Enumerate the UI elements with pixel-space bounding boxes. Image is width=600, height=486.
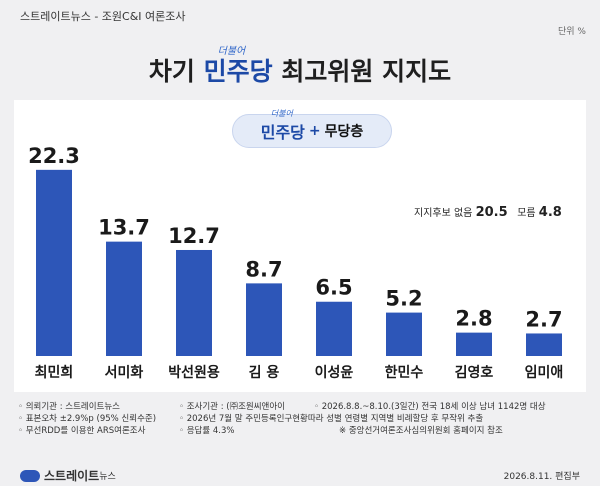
bar-6: [386, 312, 422, 356]
category-label: 한민수: [385, 364, 424, 381]
dont-know-value: 4.8: [538, 205, 562, 220]
bar-8: [526, 333, 562, 356]
footer-method: ◦ 무선RDD를 이용한 ARS여론조사: [18, 426, 146, 436]
logo-main-text: 스트레이트: [44, 469, 100, 483]
footer-reference: ※ 중앙선거여론조사심의위원회 홈페이지 참조: [339, 426, 503, 436]
title-prefix: 차기: [148, 57, 204, 86]
footer-weighting: ◦ 2026년 7월 말 주민등록인구현황따라 성별 연령별 지역별 비례할당 …: [179, 414, 484, 424]
category-label: 김 용: [249, 364, 280, 381]
subtitle-party-script: 더불어: [270, 109, 293, 118]
footer-agency: ◦ 조사기관 : (㈜조원씨앤아이: [179, 402, 286, 412]
unit-label: 단위 %: [558, 27, 586, 37]
title-suffix: 최고위원 지지도: [272, 57, 452, 86]
bar-chart: 22.3 최민희 13.7 서미화 12.7 박선원용 8.7 김 용 6.5 이성윤 5.2 한민수…: [28, 144, 564, 381]
subtitle-rest: 무당층: [324, 124, 364, 140]
bar-1: [36, 169, 72, 356]
logo-mark-icon: [20, 469, 40, 482]
bar-value-label: 12.7: [168, 224, 220, 248]
date-line: 2026.8.11. 편집부: [503, 472, 580, 482]
category-label: 서미화: [105, 365, 144, 381]
dont-know-label: 모름: [517, 208, 536, 219]
category-label: 이성윤: [315, 364, 354, 381]
title-party-name: 민주당: [203, 57, 273, 86]
bar-2: [106, 241, 142, 356]
footer-margin: ◦ 표본오차 ±2.9%p (95% 신뢰수준): [18, 414, 157, 424]
category-label: 박선원용: [168, 364, 220, 381]
bar-value-label: 6.5: [315, 276, 352, 300]
brand-logo: 스트레이트 뉴스: [20, 467, 116, 484]
footer-client: ◦ 의뢰기관 : 스트레이트뉴스: [18, 402, 121, 412]
title-party: 더불어 민주당: [203, 46, 273, 86]
bar-4: [246, 283, 282, 356]
logo-small-text: 뉴스: [99, 472, 116, 482]
subtitle-plus: +: [308, 123, 321, 139]
bar-value-label: 8.7: [245, 257, 282, 281]
title-party-script: 더불어: [217, 46, 246, 57]
bar-3: [176, 249, 212, 356]
header-source: 스트레이트뉴스 - 조원C&I 여론조사: [20, 10, 186, 23]
category-label: 김영호: [455, 364, 494, 381]
bar-value-label: 2.8: [455, 307, 492, 331]
other-responses-note: 지지후보 없음 20.5 모름 4.8: [414, 204, 562, 220]
subtitle-party-name: 민주당: [260, 123, 305, 142]
survey-footer: ◦ 의뢰기관 : 스트레이트뉴스 ◦ 조사기관 : (㈜조원씨앤아이 ◦ 202…: [14, 400, 586, 436]
chart-title: 차기 더불어 민주당 최고위원 지지도: [0, 46, 600, 88]
footer-response: ◦ 응답률 4.3%: [179, 426, 235, 436]
no-candidate-value: 20.5: [475, 205, 508, 220]
chart-panel: 22.3 최민희 13.7 서미화 12.7 박선원용 8.7 김 용 6.5 이성윤 5.2 한민수…: [14, 100, 586, 392]
bar-value-label: 5.2: [385, 287, 422, 311]
bar-value-label: 2.7: [525, 307, 562, 331]
bar-5: [316, 301, 352, 356]
bar-7: [456, 332, 492, 356]
category-label: 임미애: [525, 365, 564, 381]
category-label: 최민희: [35, 364, 74, 381]
bar-value-label: 22.3: [28, 144, 80, 168]
no-candidate-label: 지지후보 없음: [414, 208, 473, 219]
footer-period: ◦ 2026.8.8.~8.10.(3일간) 전국 18세 이상 남녀 1142…: [314, 402, 546, 412]
bar-value-label: 13.7: [98, 216, 150, 240]
